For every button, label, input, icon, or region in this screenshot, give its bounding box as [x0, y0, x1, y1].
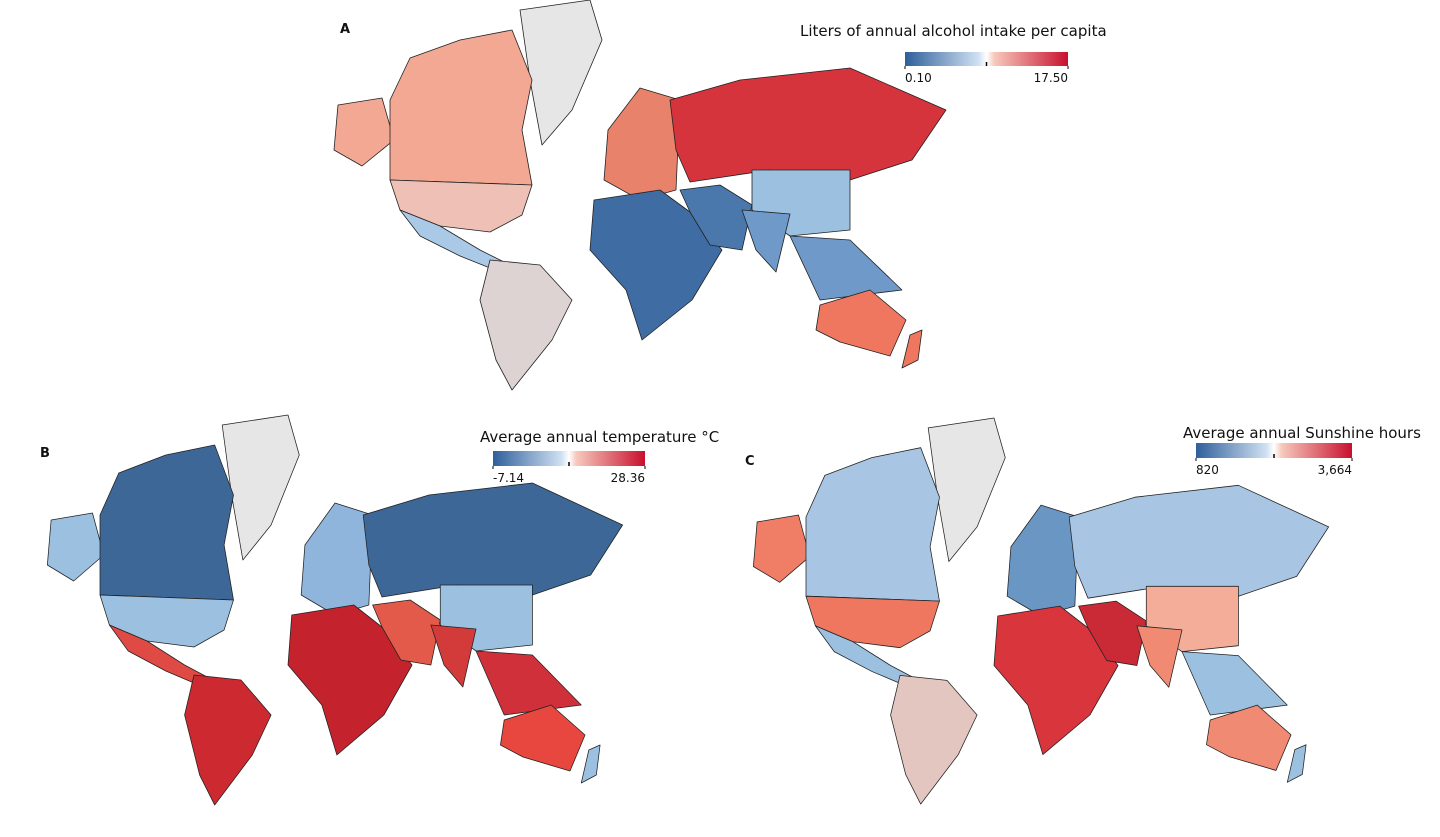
legend-title: Liters of annual alcohol intake per capi… [800, 22, 1107, 40]
panel-label: A [340, 22, 350, 37]
land-southam [184, 674, 272, 806]
legend-tick-label: -7.14 [493, 471, 524, 485]
land-seasia [789, 235, 903, 301]
land-seasia [1181, 651, 1288, 716]
land-nz [580, 744, 601, 784]
land-europe [1006, 504, 1079, 617]
land-australia [500, 704, 586, 772]
legend-bar [905, 52, 1068, 66]
map-panel [752, 417, 1330, 805]
legend-tick-label: 28.36 [611, 471, 645, 485]
land-africa [589, 189, 723, 341]
land-europe [603, 87, 681, 201]
legend-title: Average annual temperature °C [480, 428, 719, 446]
land-nz [901, 329, 923, 369]
legend-bar [1196, 443, 1352, 458]
legend-title: Average annual Sunshine hours [1183, 424, 1421, 442]
land-africa [993, 605, 1119, 755]
land-alaska [752, 514, 811, 583]
legend-bar [493, 451, 645, 466]
land-greenland [927, 417, 1006, 562]
land-mideast [1078, 600, 1147, 666]
land-alaska [46, 512, 105, 582]
land-india [1136, 625, 1183, 688]
map-panel [333, 0, 947, 391]
land-australia [1206, 704, 1292, 771]
panel-label: C [745, 454, 755, 469]
panel-label: B [40, 446, 50, 461]
legend-tick-label: 820 [1196, 463, 1219, 477]
legend-tick-label: 3,664 [1318, 463, 1352, 477]
land-australia [815, 289, 907, 357]
land-seasia [475, 650, 582, 716]
land-greenland [519, 0, 603, 146]
land-russia [362, 482, 624, 598]
land-mideast [372, 599, 441, 666]
land-greenland [221, 414, 300, 561]
land-canada [389, 29, 533, 186]
land-southam [479, 259, 573, 391]
land-mideast [679, 184, 753, 251]
legend-tick-label: 0.10 [905, 71, 932, 85]
land-southam [890, 675, 978, 805]
land-alaska [333, 97, 395, 167]
land-africa [287, 604, 413, 756]
land-india [741, 209, 791, 273]
land-europe [300, 502, 373, 616]
land-canada [99, 444, 234, 601]
land-nz [1286, 744, 1307, 783]
land-india [430, 624, 477, 688]
land-canada [805, 447, 940, 602]
land-russia [669, 67, 947, 183]
land-russia [1068, 484, 1330, 599]
legend-tick-label: 17.50 [1034, 71, 1068, 85]
map-panel [46, 414, 624, 806]
